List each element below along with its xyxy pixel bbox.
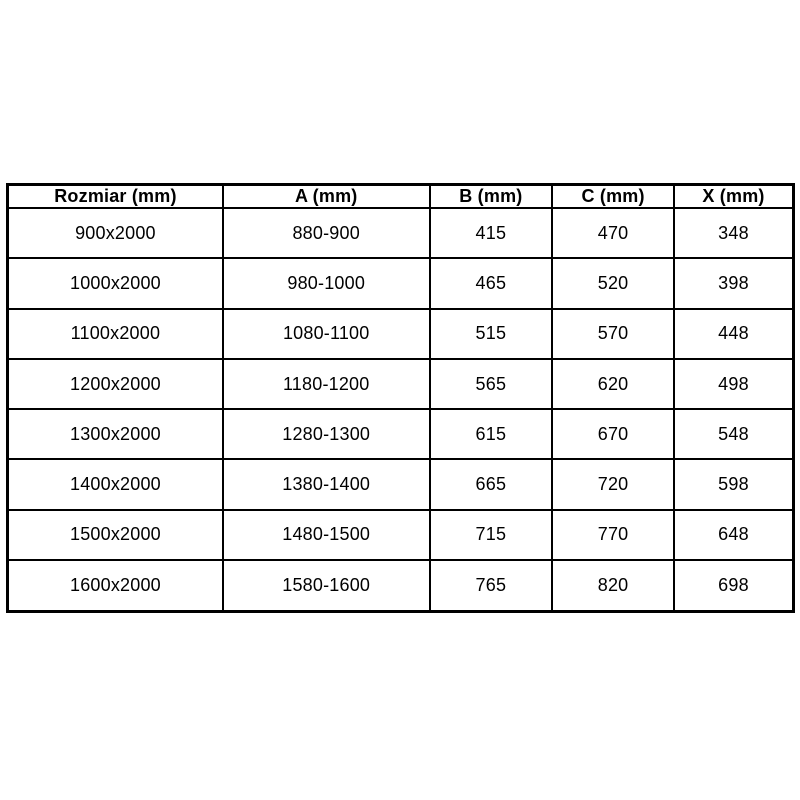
table-row: 1500x2000 1480-1500 715 770 648 bbox=[6, 508, 795, 562]
column-header: X (mm) bbox=[673, 183, 795, 209]
column-header: C (mm) bbox=[551, 183, 675, 209]
size-dimensions-table: Rozmiar (mm) A (mm) B (mm) C (mm) X (mm) 900… bbox=[6, 183, 795, 613]
table-cell: 515 bbox=[428, 307, 554, 360]
table-cell: 565 bbox=[428, 357, 554, 411]
table-cell: 1600x2000 bbox=[6, 559, 224, 613]
column-header: A (mm) bbox=[221, 183, 431, 209]
table-cell: 1000x2000 bbox=[6, 257, 224, 310]
table-cell: 900x2000 bbox=[6, 206, 224, 260]
table-cell: 1280-1300 bbox=[221, 408, 431, 461]
table-cell: 1300x2000 bbox=[6, 408, 224, 461]
table-row: 900x2000 880-900 415 470 348 bbox=[6, 206, 795, 260]
table-cell: 765 bbox=[428, 559, 554, 613]
table-cell: 1200x2000 bbox=[6, 357, 224, 411]
table-cell: 698 bbox=[673, 559, 795, 613]
table-cell: 598 bbox=[673, 458, 795, 511]
table-cell: 720 bbox=[551, 458, 675, 511]
table-cell: 1380-1400 bbox=[221, 458, 431, 511]
table-cell: 570 bbox=[551, 307, 675, 360]
table-row: 1000x2000 980-1000 465 520 398 bbox=[6, 257, 795, 310]
table-cell: 820 bbox=[551, 559, 675, 613]
table-cell: 620 bbox=[551, 357, 675, 411]
table-cell: 1480-1500 bbox=[221, 508, 431, 562]
table-cell: 1100x2000 bbox=[6, 307, 224, 360]
table-cell: 1500x2000 bbox=[6, 508, 224, 562]
table-cell: 1580-1600 bbox=[221, 559, 431, 613]
table-cell: 448 bbox=[673, 307, 795, 360]
table-cell: 470 bbox=[551, 206, 675, 260]
table-cell: 548 bbox=[673, 408, 795, 461]
column-header: Rozmiar (mm) bbox=[6, 183, 224, 209]
table-cell: 665 bbox=[428, 458, 554, 511]
table-header-row: Rozmiar (mm) A (mm) B (mm) C (mm) X (mm) bbox=[6, 183, 795, 209]
table-cell: 980-1000 bbox=[221, 257, 431, 310]
table-row: 1300x2000 1280-1300 615 670 548 bbox=[6, 408, 795, 461]
table-row: 1200x2000 1180-1200 565 620 498 bbox=[6, 357, 795, 411]
table-row: 1600x2000 1580-1600 765 820 698 bbox=[6, 559, 795, 613]
table-cell: 1180-1200 bbox=[221, 357, 431, 411]
table-row: 1400x2000 1380-1400 665 720 598 bbox=[6, 458, 795, 511]
table-cell: 415 bbox=[428, 206, 554, 260]
table-body: 900x2000 880-900 415 470 348 1000x2000 980-100… bbox=[6, 206, 795, 613]
table-cell: 398 bbox=[673, 257, 795, 310]
table-cell: 615 bbox=[428, 408, 554, 461]
table-cell: 715 bbox=[428, 508, 554, 562]
table-cell: 348 bbox=[673, 206, 795, 260]
table-cell: 498 bbox=[673, 357, 795, 411]
table-cell: 465 bbox=[428, 257, 554, 310]
table-row: 1100x2000 1080-1100 515 570 448 bbox=[6, 307, 795, 360]
column-header: B (mm) bbox=[428, 183, 554, 209]
size-table-container: Rozmiar (mm) A (mm) B (mm) C (mm) X (mm) 900… bbox=[6, 183, 795, 613]
table-cell: 1080-1100 bbox=[221, 307, 431, 360]
table-cell: 770 bbox=[551, 508, 675, 562]
table-cell: 520 bbox=[551, 257, 675, 310]
table-cell: 880-900 bbox=[221, 206, 431, 260]
table-cell: 1400x2000 bbox=[6, 458, 224, 511]
table-cell: 670 bbox=[551, 408, 675, 461]
table-cell: 648 bbox=[673, 508, 795, 562]
